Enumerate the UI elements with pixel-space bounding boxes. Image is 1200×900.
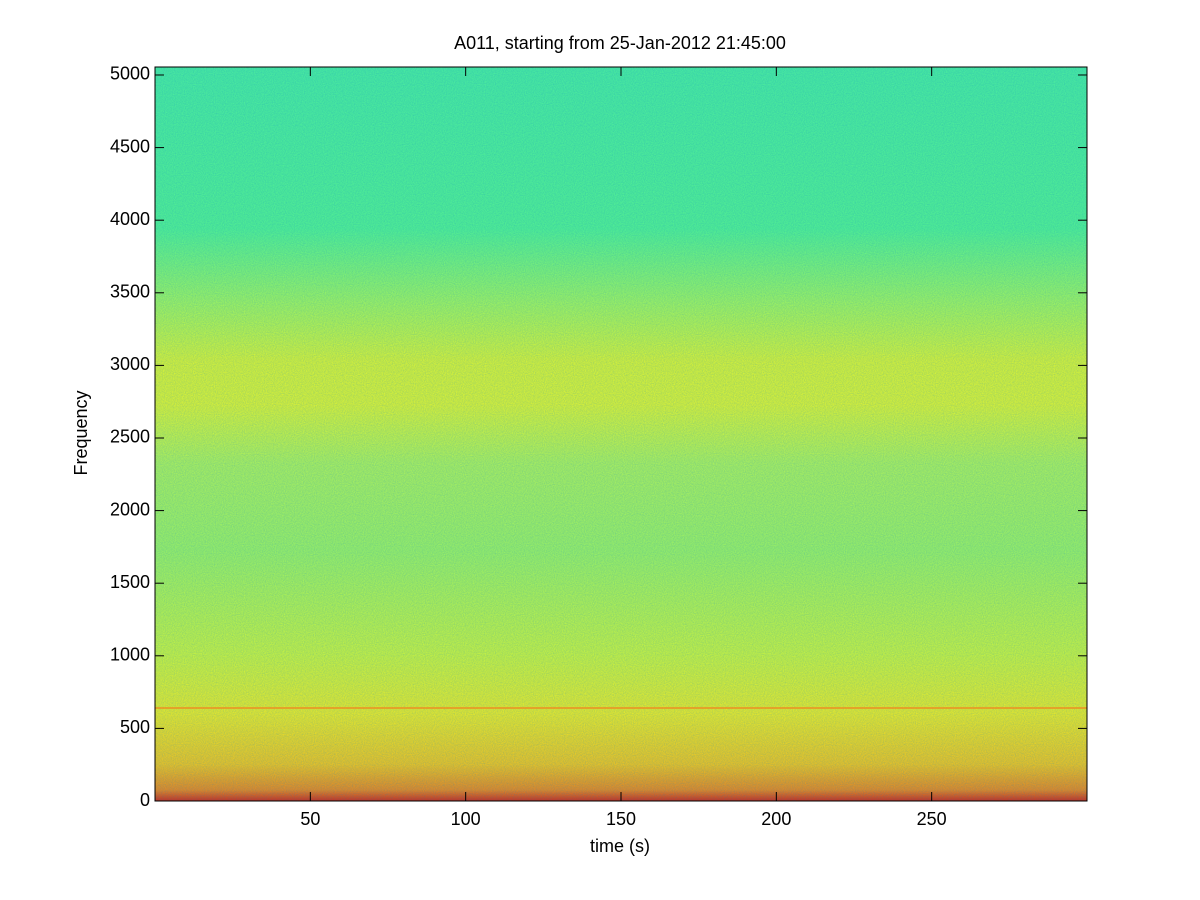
x-tick-label: 50 [300,809,320,829]
y-tick-label: 4500 [110,136,150,156]
y-tick-label: 2500 [110,427,150,447]
y-tick-label: 5000 [110,64,150,84]
y-axis-label: Frequency [71,390,91,475]
chart-title: A011, starting from 25-Jan-2012 21:45:00 [454,33,786,53]
x-tick-label: 250 [917,809,947,829]
y-tick-label: 2000 [110,499,150,519]
spectrogram-texture [155,67,1087,801]
x-tick-label: 200 [761,809,791,829]
x-tick-label: 100 [451,809,481,829]
x-axis-label: time (s) [590,836,650,856]
y-tick-label: 1000 [110,645,150,665]
y-tick-label: 3000 [110,354,150,374]
x-tick-label: 150 [606,809,636,829]
y-tick-label: 500 [120,717,150,737]
y-tick-label: 0 [140,790,150,810]
y-tick-label: 4000 [110,209,150,229]
y-tick-label: 1500 [110,572,150,592]
y-tick-label: 3500 [110,282,150,302]
